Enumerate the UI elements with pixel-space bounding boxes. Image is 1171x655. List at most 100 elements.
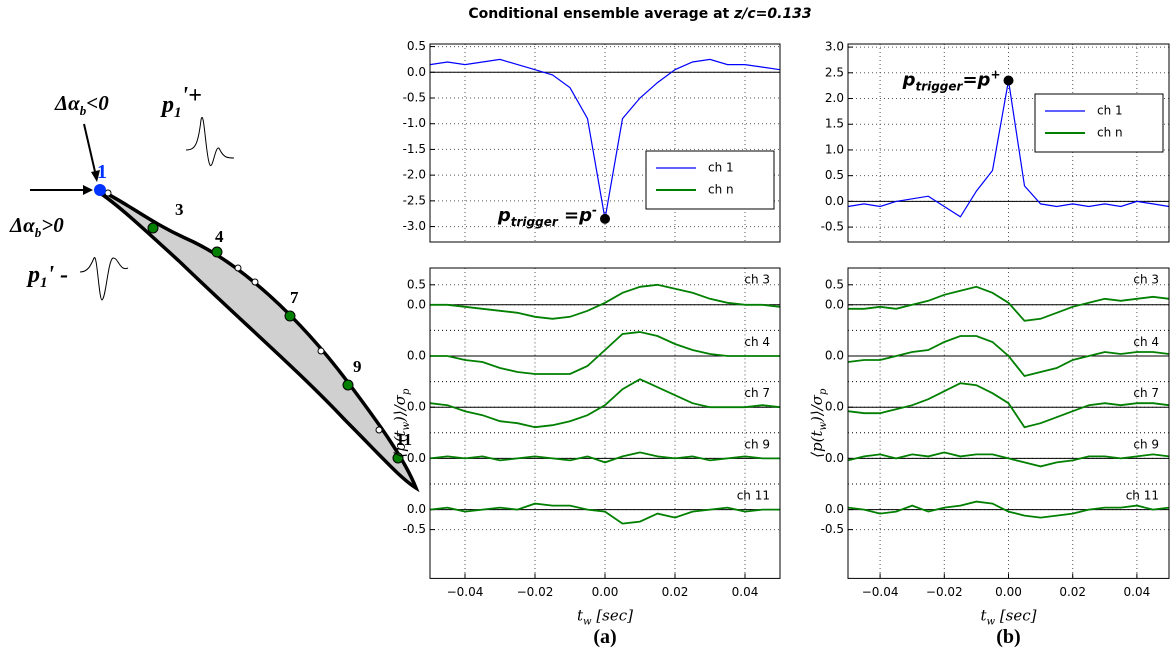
y-tick-label: 2.0	[825, 91, 844, 105]
y-axis-label: ⟨p(tw)⟩/σp	[808, 388, 829, 458]
sensor-label: 7	[290, 288, 299, 307]
t: <0	[86, 91, 109, 115]
t: [sec]	[995, 606, 1037, 624]
y-tick-label: 0.0	[407, 502, 426, 516]
y-tick-label: 0.0	[407, 349, 426, 363]
t: )⟩/σ	[808, 394, 826, 423]
t: 1	[174, 105, 182, 121]
series-line	[430, 283, 781, 320]
axes-frame	[429, 43, 781, 243]
y-tick-label: -1.0	[403, 116, 426, 130]
sensor	[375, 426, 383, 434]
x-tick-label: −0.02	[517, 585, 554, 599]
x-tick-label: −0.02	[926, 585, 963, 599]
y-tick-label: 0.0	[407, 400, 426, 414]
series-line	[429, 378, 781, 429]
t: Δα	[9, 213, 35, 237]
title-text: Conditional ensemble average at	[468, 6, 729, 22]
t: w	[818, 422, 829, 431]
trigger-point	[1003, 75, 1014, 86]
t: -	[592, 203, 597, 217]
trigger-annotation: ptrigger=p+	[902, 68, 1001, 94]
sensor-label: 3	[175, 200, 184, 219]
t: t	[577, 606, 584, 624]
channel-label: ch 4	[744, 335, 770, 349]
x-tick-label: 0.02	[662, 585, 689, 599]
y-tick-label: 0.0	[825, 400, 844, 414]
x-tick-label: 0.02	[1059, 585, 1086, 599]
sensor	[284, 310, 296, 322]
t: 1	[40, 275, 48, 291]
channel-label: ch 3	[1133, 273, 1159, 287]
series-line	[847, 500, 1170, 519]
t: ' -	[48, 262, 69, 288]
sensor	[211, 246, 223, 258]
x-tick-label: 0.04	[732, 585, 759, 599]
x-tick-label: 0.00	[995, 585, 1022, 599]
x-axis-label: tw [sec]	[980, 606, 1036, 627]
x-tick-label: −0.04	[447, 585, 484, 599]
y-tick-label: 0.5	[407, 277, 426, 291]
channel-label: ch 4	[1133, 335, 1159, 349]
sensor	[147, 222, 159, 234]
sensor-label: 4	[215, 227, 224, 246]
x-tick-label: 0.04	[1124, 585, 1151, 599]
y-tick-label: -3.0	[403, 219, 426, 233]
series-line	[847, 335, 1170, 378]
legend-label: ch 1	[1097, 104, 1123, 118]
pulse-icon	[79, 257, 129, 301]
t: >0	[41, 213, 64, 237]
t: p	[902, 70, 916, 91]
sensor-label: 9	[353, 357, 362, 376]
channel-label: ch 3	[744, 273, 770, 287]
y-tick-label: 3.0	[825, 40, 844, 54]
t: w	[583, 616, 592, 627]
t: b	[80, 103, 87, 118]
x-tick-label: 0.00	[592, 585, 619, 599]
t: ⟨p(t	[808, 430, 826, 458]
y-tick-label: 1.0	[825, 142, 844, 156]
t: Δα	[54, 91, 80, 115]
pulse-label: p1'+	[160, 83, 202, 121]
axes-frame	[429, 267, 781, 579]
series-line	[429, 502, 780, 525]
sensor	[251, 278, 259, 286]
legend-box	[645, 150, 775, 210]
t: ⟨p(t	[391, 430, 409, 458]
pulse-label: p1' -	[26, 262, 68, 291]
axes-frame	[847, 267, 1170, 579]
airfoil	[98, 187, 420, 493]
arrowhead	[91, 170, 100, 182]
angle-label: Δαb<0	[54, 91, 109, 118]
trigger-point	[600, 213, 610, 224]
panel-label: (a)	[593, 626, 616, 648]
channel-label: ch 9	[744, 437, 770, 451]
t: '+	[182, 83, 202, 109]
legend-label: ch 1	[708, 161, 734, 175]
y-tick-label: 2.5	[825, 65, 844, 79]
legend-label: ch n	[708, 183, 734, 197]
sensor	[392, 452, 404, 464]
y-tick-label: 0.5	[825, 277, 844, 291]
arrow	[83, 123, 97, 177]
channel-label: ch 11	[1126, 489, 1159, 503]
t: p	[818, 388, 829, 395]
arrowhead	[83, 185, 93, 195]
y-axis-label: ⟨p(tw)⟩/σp	[391, 388, 412, 458]
t: w	[987, 616, 996, 627]
y-tick-label: 0.0	[825, 194, 844, 208]
figure-title: Conditional ensemble average at z/c=0.13…	[468, 6, 811, 22]
y-tick-label: 0.0	[407, 65, 426, 79]
airfoil-diagram: 1 3 4 7 9 11 Δαb<0 Δαb>0 p1'+ p1' -	[9, 83, 420, 493]
t: p	[497, 205, 511, 226]
series-line	[430, 331, 780, 375]
sensor	[317, 347, 325, 355]
y-tick-label: 0.5	[825, 168, 844, 182]
axes-frame	[847, 43, 1170, 243]
sensor-label: 11	[396, 430, 412, 449]
t: trigger	[915, 80, 963, 94]
series-line	[429, 451, 780, 464]
y-tick-label: 0.0	[407, 297, 426, 311]
trigger-annotation: ptrigger =p-	[497, 203, 597, 229]
